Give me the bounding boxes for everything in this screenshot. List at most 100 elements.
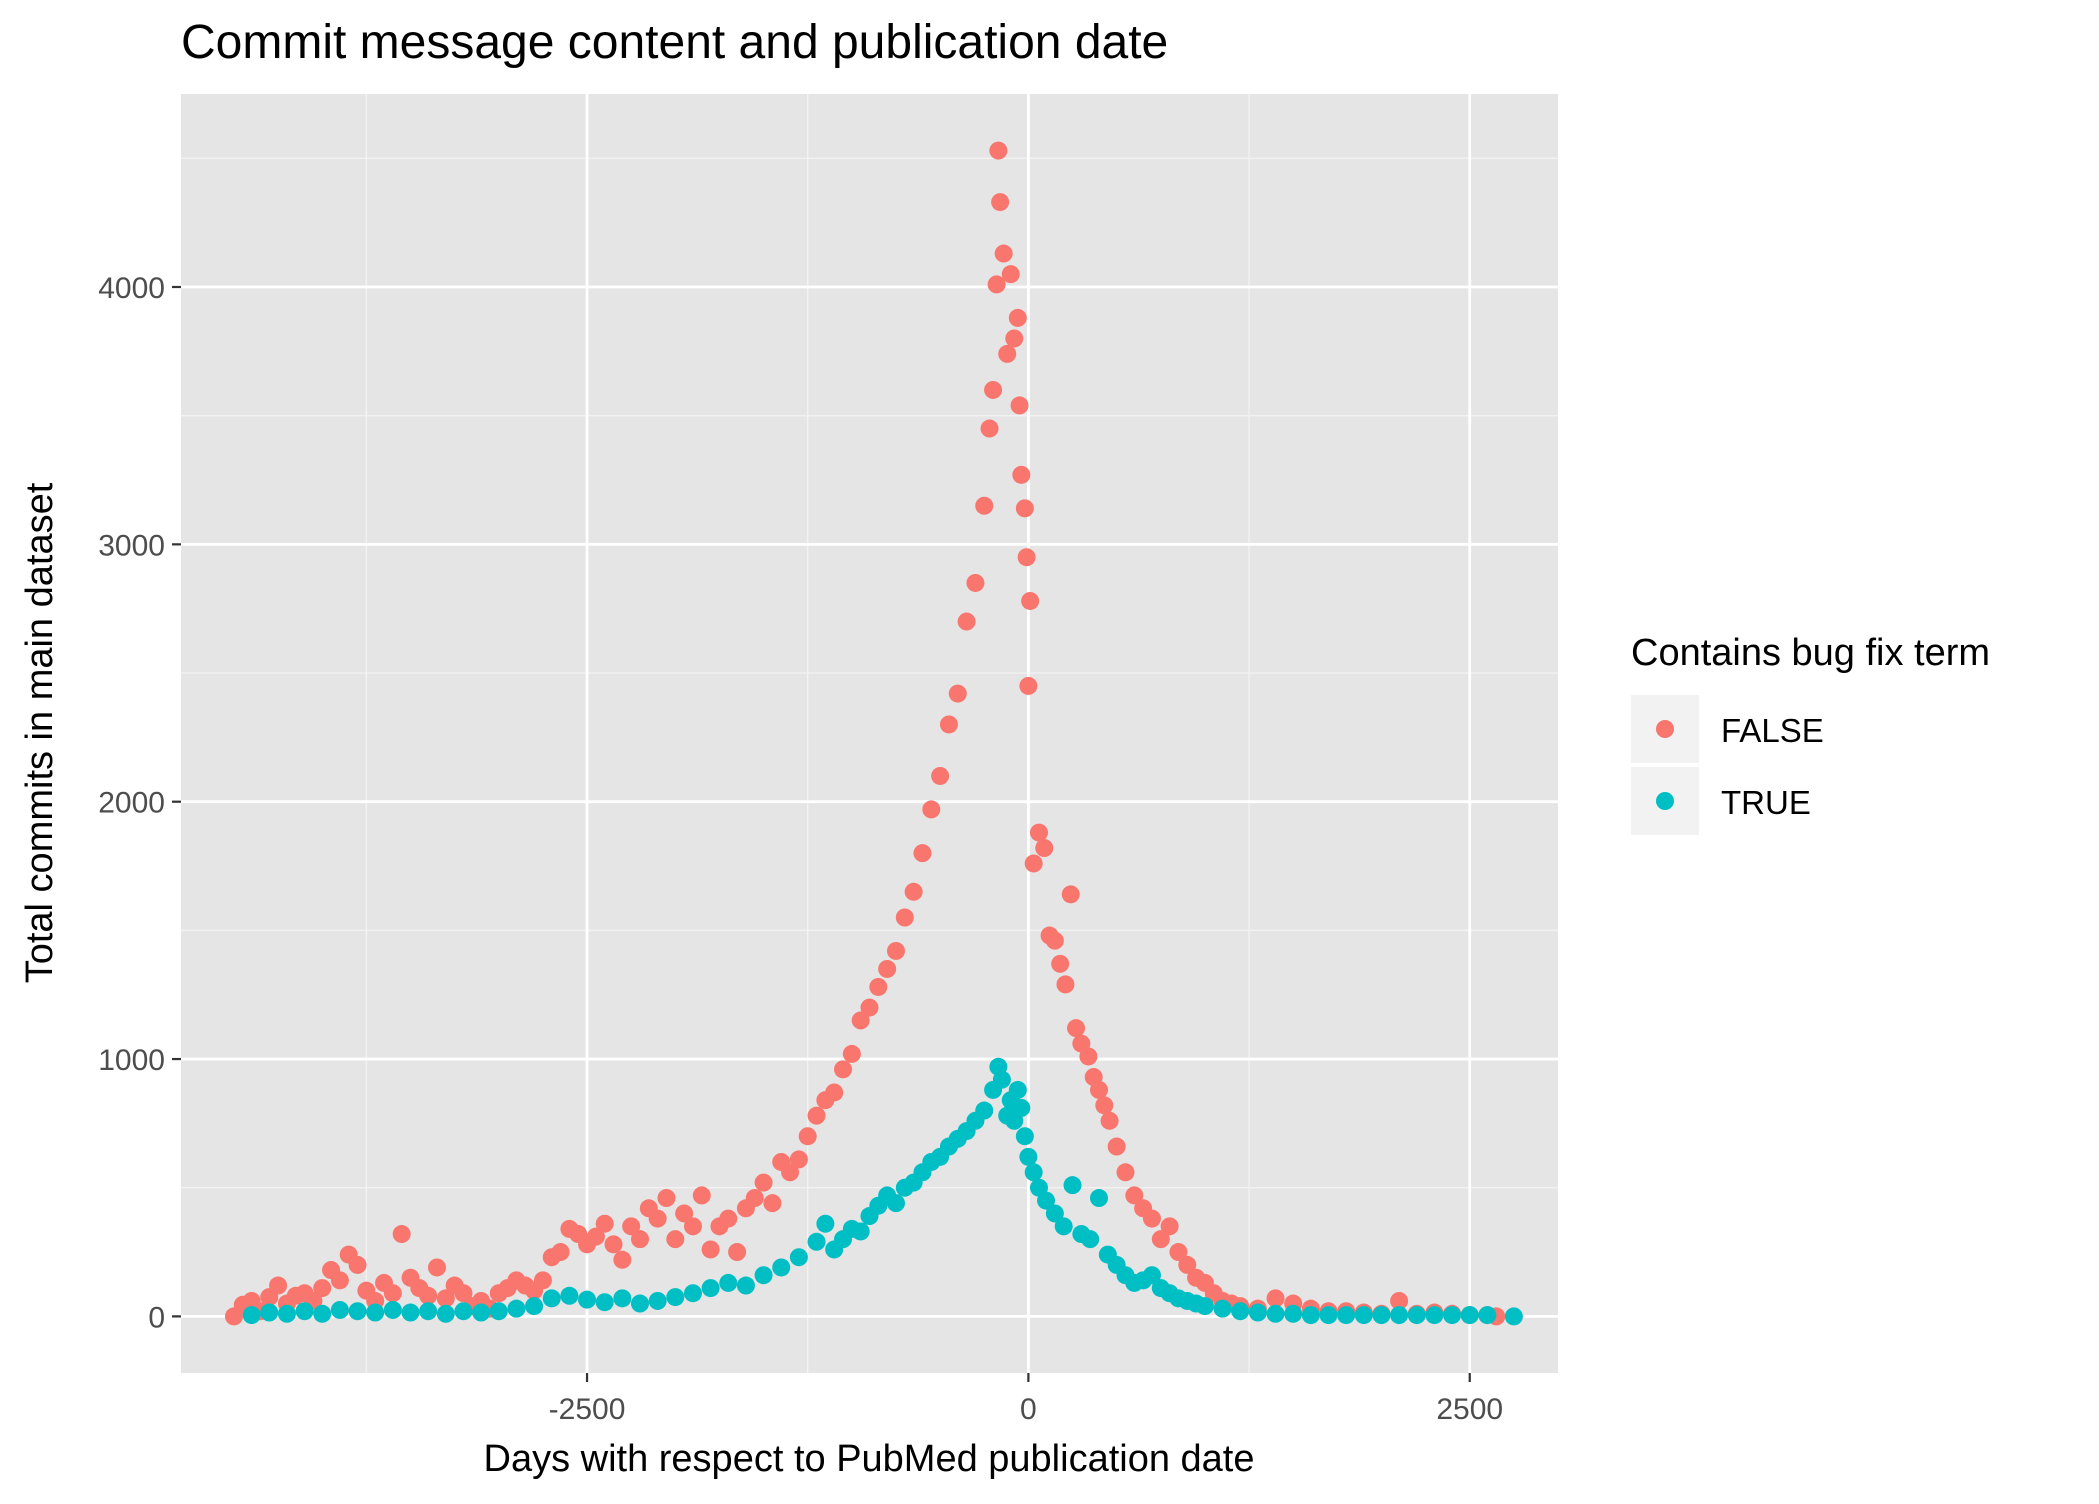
data-point-true (1407, 1306, 1426, 1325)
data-point-true (436, 1304, 455, 1323)
data-point-false (533, 1271, 552, 1290)
data-point-true (578, 1290, 597, 1309)
data-point-true (260, 1303, 279, 1322)
data-point-false (666, 1230, 685, 1249)
data-point-false (989, 141, 1008, 160)
data-point-false (1035, 839, 1054, 858)
series-true (242, 1057, 1523, 1326)
data-point-false (869, 977, 888, 996)
data-point-false (1125, 1186, 1144, 1205)
axis-layer: -2500 0 2500 0 1000 2000 3000 4000 (98, 272, 1503, 1426)
data-point-false (719, 1209, 738, 1228)
data-point-false (631, 1230, 649, 1249)
data-point-false (1100, 1111, 1119, 1130)
data-point-false (1010, 396, 1029, 415)
data-point-true (1024, 1163, 1043, 1182)
data-point-true (401, 1303, 420, 1322)
data-point-false (913, 844, 932, 863)
data-point-true (1195, 1297, 1214, 1316)
data-point-true (295, 1302, 314, 1321)
data-point-true (542, 1289, 561, 1308)
data-point-false (1017, 548, 1036, 567)
data-point-false (675, 1204, 694, 1223)
data-point-true (348, 1302, 367, 1321)
data-point-true (1008, 1080, 1027, 1099)
data-point-false (895, 908, 914, 927)
data-point-false (348, 1255, 367, 1274)
data-point-false (595, 1214, 614, 1233)
data-point-false (269, 1276, 288, 1295)
data-point-true (1284, 1304, 1303, 1323)
y-tick-label: 2000 (98, 787, 165, 820)
data-point-true (419, 1302, 438, 1321)
data-point-false (1160, 1217, 1179, 1236)
data-point-true (489, 1302, 508, 1321)
y-tick-label: 0 (148, 1301, 165, 1334)
data-point-true (1037, 1191, 1056, 1210)
data-point-false (763, 1194, 782, 1213)
data-point-true (1054, 1217, 1073, 1236)
data-point-false (948, 684, 967, 703)
data-point-false (701, 1240, 720, 1259)
data-point-false (1029, 823, 1048, 842)
data-point-true (992, 1070, 1011, 1089)
data-point-true (631, 1294, 649, 1313)
data-point-false (781, 1163, 800, 1182)
x-tick-label: 2500 (1436, 1393, 1503, 1426)
data-point-false (1005, 329, 1024, 348)
data-point-true (816, 1214, 835, 1233)
data-point-true (613, 1289, 632, 1308)
data-point-false (966, 573, 985, 592)
data-point-false (789, 1150, 808, 1169)
data-point-true (1354, 1306, 1373, 1325)
data-point-true (719, 1273, 738, 1292)
data-point-false (834, 1060, 853, 1079)
data-point-true (1301, 1306, 1320, 1325)
data-point-false (984, 380, 1003, 399)
data-point-true (1319, 1306, 1338, 1325)
data-point-false (1178, 1255, 1197, 1274)
data-point-true (701, 1279, 720, 1298)
data-point-true (366, 1303, 385, 1322)
data-point-false (991, 193, 1010, 212)
data-point-false (1012, 465, 1031, 484)
data-point-true (313, 1304, 332, 1323)
data-point-true (975, 1101, 994, 1120)
data-point-true (1045, 1204, 1064, 1223)
data-point-true (525, 1297, 544, 1316)
data-point-false (436, 1289, 455, 1308)
data-point-false (745, 1189, 764, 1208)
data-point-true (1390, 1306, 1409, 1325)
data-point-false (392, 1225, 411, 1244)
data-point-false (586, 1227, 605, 1246)
data-point-true (1425, 1306, 1444, 1325)
data-point-true (595, 1293, 614, 1312)
chart-title: Commit message content and publication d… (181, 16, 1168, 69)
data-point-true (666, 1288, 685, 1307)
data-point-false (1051, 954, 1070, 973)
data-point-false (851, 1011, 870, 1030)
data-point-false (551, 1243, 570, 1262)
data-point-true (1063, 1176, 1082, 1195)
legend-label-false: FALSE (1721, 712, 1824, 749)
data-point-false (604, 1235, 623, 1254)
data-point-false (1056, 975, 1075, 994)
data-point-false (683, 1217, 702, 1236)
data-point-true (383, 1300, 402, 1319)
x-tick-label: 0 (1020, 1393, 1037, 1426)
data-point-false (454, 1284, 473, 1303)
data-point-true (1213, 1299, 1232, 1318)
grid-layer (181, 94, 1558, 1373)
data-point-false (1067, 1019, 1086, 1038)
y-axis-title: Total commits in main dataset (19, 482, 61, 983)
data-point-true (683, 1284, 702, 1303)
x-axis-title: Days with respect to PubMed publication … (484, 1438, 1255, 1480)
data-point-true (507, 1299, 526, 1318)
data-point-true (736, 1276, 755, 1295)
data-point-true (1460, 1306, 1479, 1325)
data-point-true (1372, 1306, 1391, 1325)
data-point-false (878, 959, 897, 978)
data-point-false (1090, 1080, 1108, 1099)
data-point-false (313, 1279, 332, 1298)
